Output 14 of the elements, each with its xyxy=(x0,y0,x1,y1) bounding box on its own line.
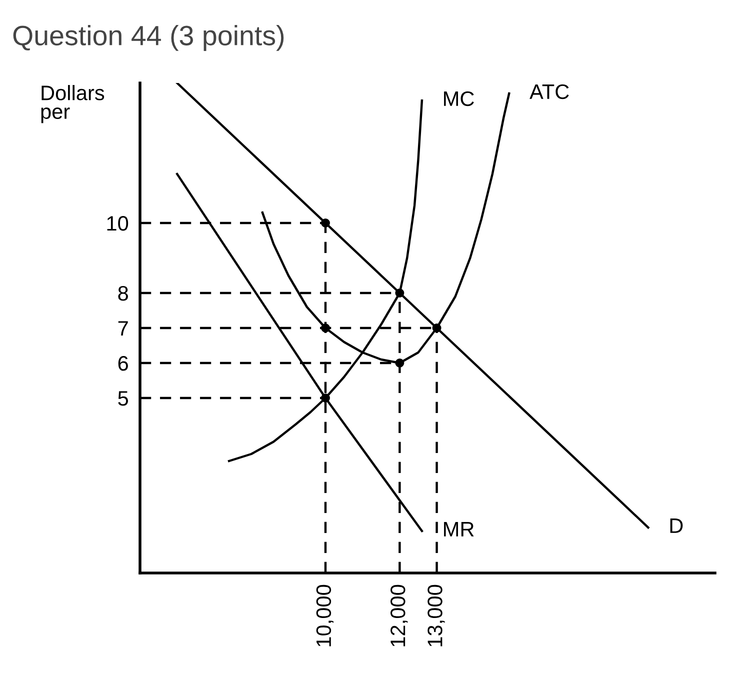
series-label: MC xyxy=(444,91,474,106)
x-tick-label: 13,000 xyxy=(428,584,445,646)
chart-title: Question 44 (3 points) xyxy=(13,25,284,51)
y-tick-label: 5 xyxy=(118,391,128,406)
series-label: ATC xyxy=(530,84,569,100)
y-tick-label: 6 xyxy=(118,356,128,371)
x-tick-label: 12,000 xyxy=(390,584,408,646)
series-label: MR xyxy=(444,522,474,536)
y-tick-label: 10 xyxy=(107,216,128,231)
y-tick-label: 7 xyxy=(118,321,128,336)
y-tick-label: 8 xyxy=(118,286,128,301)
x-tick-label: 10,000 xyxy=(316,584,334,646)
y-axis-title: Dollars per xyxy=(41,85,104,124)
series-label: D xyxy=(670,518,683,533)
